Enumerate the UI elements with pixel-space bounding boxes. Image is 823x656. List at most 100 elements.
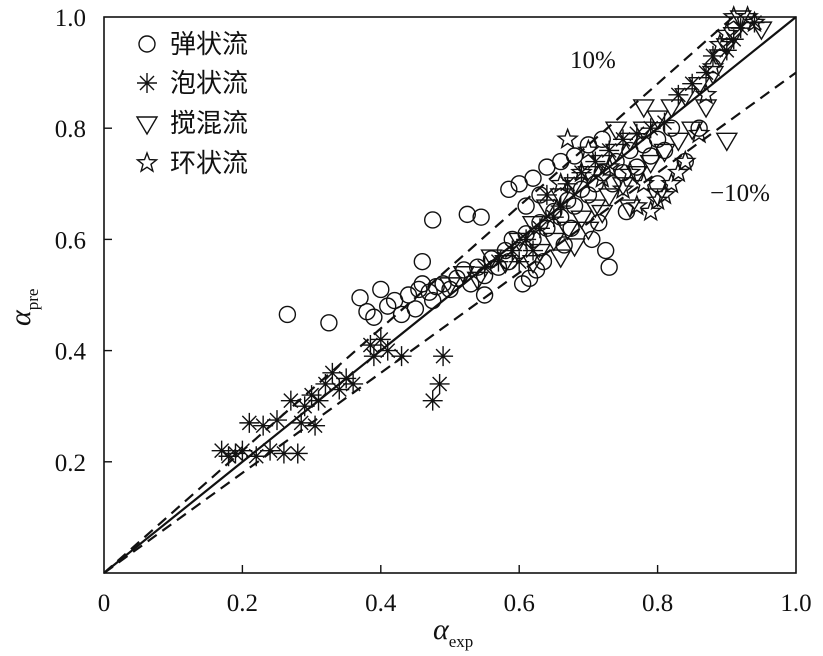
point-slug-flow	[358, 302, 376, 321]
point-churn-flow	[674, 88, 697, 108]
point-annular-flow	[570, 160, 593, 183]
point-slug-flow	[565, 147, 584, 165]
point-slug-flow	[475, 286, 494, 304]
point-bubble-flow	[260, 440, 281, 461]
point-annular-flow	[701, 55, 725, 77]
point-bubble-flow	[429, 373, 450, 394]
point-churn-flow	[618, 132, 642, 152]
point-bubble-flow	[273, 443, 294, 464]
x-tick-label: 0	[98, 590, 111, 617]
point-churn-flow	[577, 221, 600, 241]
legend-item-bubble: 泡状流	[137, 69, 248, 99]
point-churn-flow	[466, 271, 489, 291]
point-churn-flow	[563, 238, 586, 258]
point-bubble-flow	[291, 412, 312, 433]
y-axis-subscript: pre	[23, 289, 42, 311]
legend-label-bubble: 泡状流	[170, 69, 248, 99]
point-annular-flow	[673, 149, 697, 172]
point-churn-flow	[528, 243, 552, 263]
point-bubble-flow	[377, 340, 398, 361]
legend-label-churn: 搅混流	[170, 109, 248, 139]
point-annular-flow	[660, 171, 683, 194]
legend-item-churn: 搅混流	[135, 109, 248, 139]
point-slug-flow	[458, 205, 476, 224]
point-churn-flow	[715, 132, 739, 152]
point-bubble-flow	[308, 390, 329, 411]
point-bubble-flow	[225, 443, 246, 464]
point-churn-flow	[591, 204, 614, 224]
legend-item-annular: 环状流	[135, 149, 248, 179]
point-bubble-flow	[287, 443, 308, 464]
x-axis-symbol: α	[433, 613, 450, 646]
point-bubble-flow	[543, 207, 564, 228]
point-churn-flow	[618, 199, 642, 219]
point-bubble-flow	[360, 335, 381, 356]
point-annular-flow	[743, 10, 766, 33]
point-annular-flow	[576, 138, 600, 161]
point-bubble-flow	[343, 373, 364, 394]
point-churn-flow	[632, 121, 655, 141]
x-tick-label: 0.8	[642, 590, 673, 617]
point-churn-flow	[722, 26, 745, 47]
point-bubble-flow	[391, 346, 412, 367]
point-slug-flow	[278, 305, 297, 324]
point-bubble-flow	[329, 379, 350, 400]
point-churn-flow	[604, 143, 628, 163]
x-tick-label: 0.4	[365, 590, 397, 617]
point-bubble-flow	[474, 257, 495, 278]
x-tick-label: 0.6	[504, 590, 535, 617]
point-bubble-flow	[239, 412, 260, 433]
annotation-minus-10: −10%	[710, 180, 770, 207]
data-points	[211, 5, 773, 467]
point-slug-flow	[690, 119, 708, 137]
point-bubble-flow	[305, 415, 326, 436]
point-bubble-flow	[253, 415, 274, 436]
point-slug-flow	[662, 119, 681, 137]
point-annular-flow	[653, 182, 676, 205]
point-annular-flow	[687, 121, 711, 144]
x-axis-title: αexp	[433, 613, 473, 651]
point-bubble-flow	[370, 329, 391, 350]
y-tick-label: 0.4	[55, 339, 87, 366]
point-churn-flow	[715, 38, 739, 58]
point-annular-flow	[625, 194, 649, 216]
point-bubble-flow	[536, 184, 557, 205]
point-slug-flow	[517, 197, 535, 215]
legend: 弹状流 泡状流 搅混流 环状流	[135, 30, 248, 179]
point-annular-flow	[611, 177, 635, 200]
point-churn-flow	[556, 221, 579, 241]
point-annular-flow	[618, 160, 642, 183]
point-churn-flow	[639, 154, 662, 174]
point-churn-flow	[507, 232, 531, 252]
legend-item-slug: 弹状流	[138, 30, 248, 60]
point-bubble-flow	[529, 218, 550, 239]
point-bubble-flow	[363, 346, 384, 367]
point-slug-flow	[413, 252, 432, 271]
point-bubble-flow	[315, 373, 336, 394]
point-annular-flow	[708, 32, 732, 55]
legend-label-slug: 弹状流	[170, 30, 248, 60]
legend-marker-circle	[138, 35, 156, 53]
y-tick-label: 1.0	[55, 5, 86, 32]
point-churn-flow	[646, 110, 669, 130]
x-axis-subscript: exp	[449, 632, 474, 651]
point-churn-flow	[653, 143, 676, 163]
point-churn-flow	[597, 188, 621, 208]
x-tick-label: 0.2	[227, 590, 258, 617]
point-slug-flow	[655, 141, 674, 160]
point-slug-flow	[555, 236, 573, 254]
y-tick-label: 0.8	[55, 116, 86, 143]
y-axis-title: αpre	[4, 289, 42, 326]
point-slug-flow	[597, 241, 615, 260]
point-slug-flow	[424, 211, 442, 229]
point-slug-flow	[500, 180, 518, 199]
y-tick-label: 0.6	[55, 227, 86, 254]
plot-frame	[103, 16, 797, 574]
axis-ticks: 0 0.2 0.4 0.6 0.8 1.0 0.2 0.4 0.6 0.8 1.0	[55, 5, 812, 617]
point-slug-flow	[406, 300, 425, 318]
point-churn-flow	[549, 249, 572, 269]
point-churn-flow	[625, 165, 649, 186]
point-bubble-flow	[654, 112, 675, 133]
point-bubble-flow	[218, 446, 239, 467]
point-bubble-flow	[267, 410, 287, 431]
